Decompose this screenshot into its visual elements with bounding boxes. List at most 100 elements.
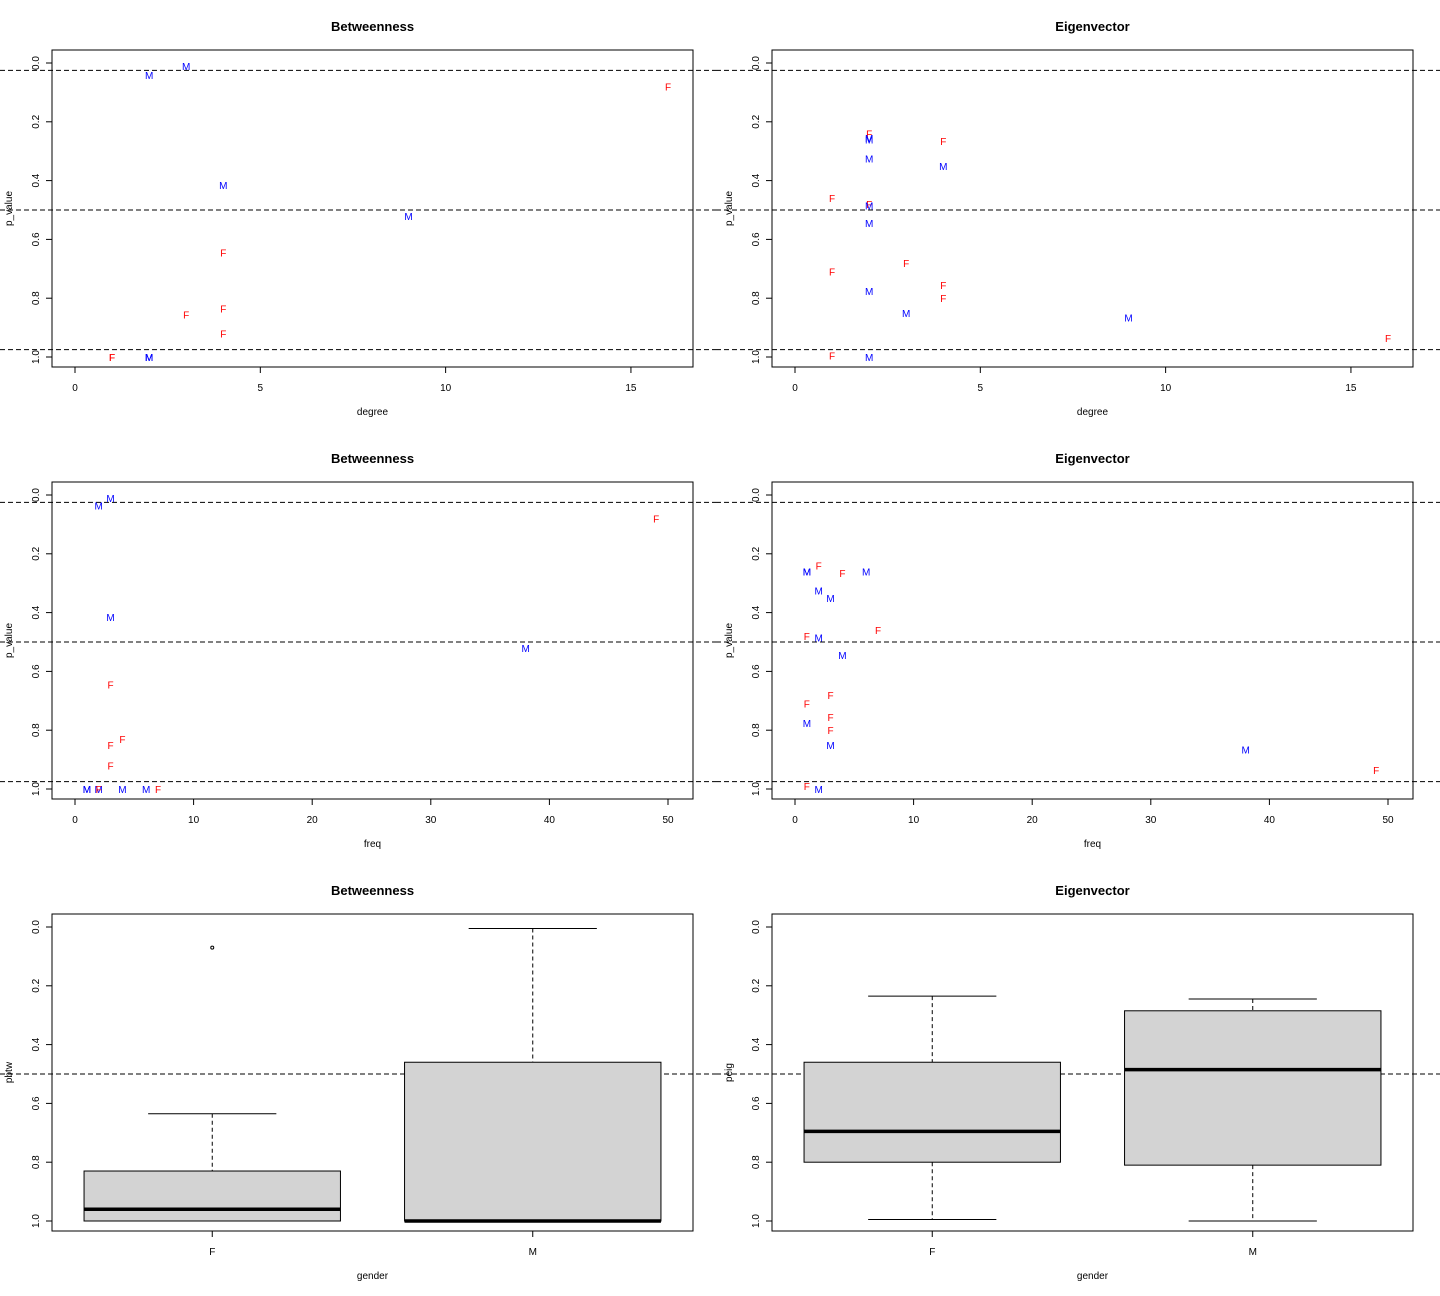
data-point-M: M xyxy=(145,353,153,364)
data-point-F: F xyxy=(804,632,810,643)
chart-title: Eigenvector xyxy=(1055,19,1129,34)
data-point-M: M xyxy=(826,741,834,752)
data-point-F: F xyxy=(866,200,872,211)
y-axis-label: peig xyxy=(724,1063,735,1082)
data-point-F: F xyxy=(665,83,671,94)
box-M xyxy=(1124,1010,1382,1166)
y-tick-label: 1.0 xyxy=(751,782,762,796)
chart-title: Betweenness xyxy=(331,883,414,898)
y-tick-label: 0.2 xyxy=(31,114,42,128)
chart-panel-6: Eigenvector 0.0 0.2 0.4 0.6 0.8 1.0 peig gender F… xyxy=(716,883,1440,1282)
x-tick-label: 0 xyxy=(72,383,78,394)
data-point-M: M xyxy=(118,785,126,796)
x-tick-label: 0 xyxy=(72,815,78,826)
y-tick-label: 0.0 xyxy=(31,56,42,70)
x-tick-label: M xyxy=(1249,1247,1257,1258)
box-F xyxy=(803,1061,1061,1163)
data-point-F: F xyxy=(220,304,226,315)
x-tick-label: 30 xyxy=(1145,815,1157,826)
x-tick-label: 40 xyxy=(1264,815,1276,826)
y-tick-label: 0.8 xyxy=(31,723,42,737)
data-point-F: F xyxy=(804,782,810,793)
x-tick-label: F xyxy=(209,1247,215,1258)
x-tick-label: 0 xyxy=(792,383,798,394)
data-point-F: F xyxy=(828,726,834,737)
data-point-M: M xyxy=(939,162,947,173)
y-tick-label: 1.0 xyxy=(31,350,42,364)
data-point-M: M xyxy=(106,613,114,624)
data-point-M: M xyxy=(803,567,811,578)
data-point-M: M xyxy=(145,353,153,364)
x-tick-label: 5 xyxy=(978,383,984,394)
chart-panel-1: Betweenness 0.0 0.2 0.4 0.6 0.8 1.0 p_valuedegr… xyxy=(0,19,716,418)
y-tick-label: 1.0 xyxy=(751,1214,762,1228)
y-tick-label: 1.0 xyxy=(31,1214,42,1228)
data-point-F: F xyxy=(108,741,114,752)
data-point-M: M xyxy=(865,134,873,145)
data-point-M: M xyxy=(95,501,103,512)
x-tick-label: 10 xyxy=(440,383,452,394)
y-tick-label: 0.6 xyxy=(31,232,42,246)
x-tick-label: 15 xyxy=(625,383,637,394)
y-tick-label: 0.4 xyxy=(751,173,762,187)
data-point-F: F xyxy=(108,681,114,692)
x-tick-label: 50 xyxy=(662,815,674,826)
y-tick-label: 0.2 xyxy=(751,546,762,560)
y-tick-label: 0.8 xyxy=(31,291,42,305)
x-tick-label: 10 xyxy=(908,815,920,826)
data-point-M: M xyxy=(862,567,870,578)
x-axis-label: degree xyxy=(1077,407,1109,418)
y-axis-label: p_value xyxy=(724,623,735,658)
y-tick-label: 0.0 xyxy=(31,920,42,934)
data-point-F: F xyxy=(866,130,872,141)
chart-title: Betweenness xyxy=(331,451,414,466)
data-point-M: M xyxy=(95,785,103,796)
data-point-M: M xyxy=(865,155,873,166)
data-point-M: M xyxy=(865,353,873,364)
data-point-M: M xyxy=(1124,313,1132,324)
data-point-M: M xyxy=(219,181,227,192)
x-axis-label: freq xyxy=(364,839,381,850)
data-point-F: F xyxy=(220,329,226,340)
y-tick-label: 0.6 xyxy=(751,1096,762,1110)
x-tick-label: 5 xyxy=(258,383,264,394)
y-tick-label: 1.0 xyxy=(751,350,762,364)
data-point-F: F xyxy=(875,626,881,637)
y-tick-label: 0.8 xyxy=(751,1155,762,1169)
chart-title: Eigenvector xyxy=(1055,883,1129,898)
data-point-F: F xyxy=(109,353,115,364)
data-point-M: M xyxy=(182,62,190,73)
y-tick-label: 0.4 xyxy=(31,605,42,619)
box-F xyxy=(83,1170,341,1222)
x-axis-label: degree xyxy=(357,407,389,418)
data-point-M: M xyxy=(83,785,91,796)
data-point-F: F xyxy=(839,569,845,580)
chart-title: Betweenness xyxy=(331,19,414,34)
x-tick-label: 20 xyxy=(1027,815,1039,826)
x-tick-label: M xyxy=(529,1247,537,1258)
y-tick-label: 0.0 xyxy=(751,488,762,502)
y-tick-label: 1.0 xyxy=(31,782,42,796)
data-point-M: M xyxy=(142,785,150,796)
data-point-M: M xyxy=(815,634,823,645)
data-point-M: M xyxy=(902,309,910,320)
chart-panel-3: Betweenness 0.0 0.2 0.4 0.6 0.8 1.0 p_valuefreq… xyxy=(0,451,716,850)
data-point-M: M xyxy=(826,594,834,605)
data-point-M: M xyxy=(865,135,873,146)
data-point-F: F xyxy=(1385,334,1391,345)
data-point-F: F xyxy=(109,353,115,364)
plot-frame xyxy=(51,49,694,368)
y-tick-label: 0.8 xyxy=(751,723,762,737)
data-point-F: F xyxy=(119,735,125,746)
chart-title: Eigenvector xyxy=(1055,451,1129,466)
y-tick-label: 0.2 xyxy=(751,114,762,128)
y-tick-label: 0.2 xyxy=(31,546,42,560)
data-point-M: M xyxy=(865,219,873,230)
y-axis-label: pbtw xyxy=(4,1061,15,1083)
data-point-M: M xyxy=(865,202,873,213)
y-tick-label: 0.0 xyxy=(31,488,42,502)
data-point-F: F xyxy=(828,713,834,724)
data-point-F: F xyxy=(155,785,161,796)
y-tick-label: 0.4 xyxy=(751,1037,762,1051)
